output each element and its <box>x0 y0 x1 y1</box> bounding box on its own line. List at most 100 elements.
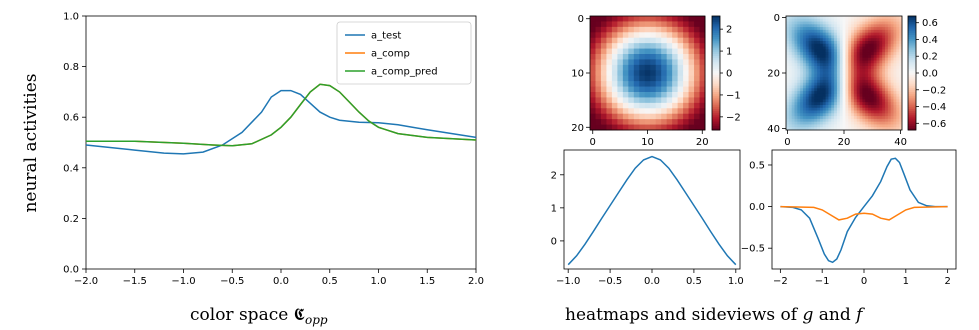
heatmap_f-cell <box>896 49 900 53</box>
heatmap_f-cell <box>856 118 860 123</box>
heatmap_g-cell <box>688 54 695 60</box>
heatmap_f-cell <box>873 27 877 31</box>
heatmap_f-cell <box>859 74 863 78</box>
heatmap_f-cell <box>800 21 804 25</box>
colorbar-g: 210−1−2 <box>711 15 741 131</box>
heatmap_f-cell <box>788 110 793 114</box>
heatmap_f-cell <box>887 29 892 34</box>
heatmap_f-cell <box>896 38 900 42</box>
heatmap_f-cell <box>862 43 866 47</box>
heatmap_f-cell <box>788 102 793 106</box>
heatmap_g-cell <box>611 26 618 33</box>
heatmap_f-cell <box>868 54 872 59</box>
heatmap_g-cell <box>666 64 673 71</box>
heatmap_f-cell <box>800 24 804 28</box>
heatmap_g-cell <box>595 26 602 33</box>
heatmap_f-cell <box>791 21 795 25</box>
heatmap_f-cell <box>893 127 897 131</box>
heatmap_f-cell <box>885 49 889 53</box>
heatmap_g-cell <box>661 26 668 33</box>
heatmap_f-cell <box>802 54 807 59</box>
heatmap_f-cell <box>859 54 863 59</box>
heatmap_f-cell <box>825 79 829 84</box>
heatmap_f-cell <box>825 77 829 81</box>
heatmap_f-cell <box>834 16 838 20</box>
heatmap_f-cell <box>819 71 824 75</box>
heatmap_f-cell <box>828 113 832 117</box>
heatmap_f-cell <box>786 104 790 109</box>
heatmap_f-cell <box>802 113 807 117</box>
heatmap_f-cell <box>887 18 892 22</box>
heatmap_g-cell <box>644 48 651 55</box>
heatmap_f-cell <box>817 21 821 25</box>
heatmap_f-cell <box>885 18 889 22</box>
heatmap_g-cell <box>628 64 635 71</box>
main-ytick-label: 0.6 <box>63 113 79 124</box>
heatmap_f-cell <box>842 21 846 25</box>
heatmap_f-cell <box>805 71 810 75</box>
heatmap_f-cell <box>851 124 855 128</box>
heatmap_f-cell <box>822 35 827 39</box>
heatmap_f-colorbar-step <box>908 122 916 125</box>
heatmap_f-cell <box>800 127 804 131</box>
heatmap_f-cell <box>808 16 812 20</box>
heatmap_g-cell <box>661 92 668 98</box>
heatmap_g-cell <box>655 81 662 87</box>
heatmap_f-cell <box>893 110 897 114</box>
heatmap_f-cell <box>834 113 838 117</box>
heatmap_f-cell <box>788 71 793 75</box>
heatmap_f-cell <box>794 99 798 103</box>
heatmap_f-cell <box>873 93 877 98</box>
heatmap_g-cell <box>677 48 684 55</box>
heatmap_f-cell <box>859 121 863 125</box>
heatmap_g-cell <box>606 86 613 93</box>
heatmap_f-cell <box>856 27 860 31</box>
heatmap_g-cell <box>633 64 640 71</box>
heatmap_g-cell <box>617 64 624 71</box>
heatmap_f-cell <box>822 32 827 36</box>
heatmap_f-cell <box>887 104 892 109</box>
heatmap_f-cell <box>814 107 818 111</box>
heatmap_g-cell <box>655 97 662 104</box>
heatmap_f-cell <box>851 38 855 42</box>
heatmap_f-cell <box>811 71 815 75</box>
heatmap_f-xtick-label: 20 <box>838 137 851 148</box>
heatmap_f-cell <box>822 104 827 109</box>
heatmap_f-cell <box>848 118 852 123</box>
heatmap_g-cell <box>644 54 651 60</box>
heatmap_f-cell <box>853 124 858 128</box>
heatmap_f-cell <box>786 93 790 98</box>
heatmap_f-cell <box>797 43 801 47</box>
heatmap_f-cell <box>825 27 829 31</box>
heatmap_f-cell <box>786 77 790 81</box>
heatmap_f-cell <box>853 88 858 92</box>
heatmap_f-cell <box>885 107 889 111</box>
heatmap_g-cell <box>590 59 596 66</box>
heatmap_f-cell <box>828 93 832 98</box>
heatmap_f-cell <box>845 104 849 109</box>
heatmap_g-cell <box>606 70 613 77</box>
heatmap_g-cell <box>622 59 629 66</box>
heatmap_f-cell <box>887 113 892 117</box>
heatmap_g-cell <box>600 102 607 109</box>
heatmap_f-cell <box>882 127 886 131</box>
heatmap_f-cell <box>865 88 869 92</box>
heatmap_f-cell <box>794 102 798 106</box>
heatmap_f-cell <box>842 77 846 81</box>
heatmap_f-cell <box>893 93 897 98</box>
heatmap_f-cell <box>887 116 892 120</box>
heatmap_f-cell <box>851 46 855 50</box>
heatmap_f-cell <box>825 107 829 111</box>
heatmap_f-colorbar-step <box>908 82 916 85</box>
heatmap_f-cell <box>873 68 877 73</box>
heatmap_f-cell <box>873 82 877 86</box>
heatmap_f-cell <box>797 124 801 128</box>
heatmap_f-cell <box>862 60 866 64</box>
heatmap_f-cell <box>851 82 855 86</box>
heatmap_f-cell <box>800 43 804 47</box>
heatmap_f-cell <box>828 77 832 81</box>
heatmap_f-cell <box>786 88 790 92</box>
heatmap_f-cell <box>865 16 869 20</box>
heatmap_f-colorbar-step <box>908 55 916 59</box>
heatmap_f-cell <box>794 16 798 20</box>
